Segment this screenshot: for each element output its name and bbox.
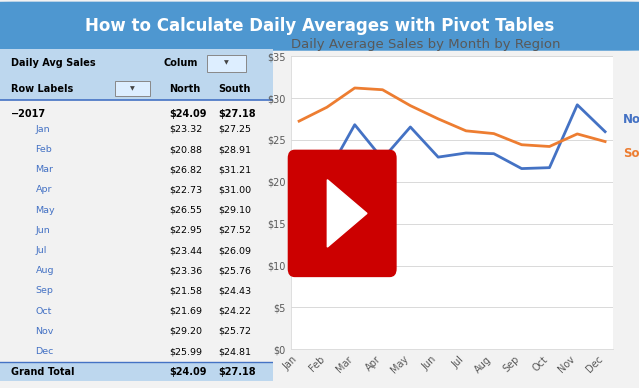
Text: $27.25: $27.25 [219,125,251,134]
Text: Apr: Apr [36,185,52,194]
Text: Row Labels: Row Labels [11,83,73,94]
Text: Mar: Mar [36,165,54,174]
Text: $22.73: $22.73 [169,185,203,194]
Text: $22.95: $22.95 [169,226,202,235]
FancyBboxPatch shape [0,2,639,51]
Text: $29.10: $29.10 [219,206,251,215]
Text: ▼: ▼ [130,87,135,92]
Text: Colum: Colum [164,57,198,68]
Text: $31.00: $31.00 [219,185,251,194]
Text: $27.18: $27.18 [219,109,256,119]
Text: $31.21: $31.21 [219,165,251,174]
FancyBboxPatch shape [208,55,245,71]
Text: $25.99: $25.99 [169,347,202,356]
Text: $27.18: $27.18 [219,367,256,377]
Text: $23.44: $23.44 [169,246,203,255]
FancyBboxPatch shape [0,77,273,100]
Text: Daily Avg Sales: Daily Avg Sales [11,57,96,68]
Text: South: South [623,147,639,160]
Text: Jul: Jul [36,246,47,255]
Text: $26.82: $26.82 [169,165,202,174]
Text: $26.55: $26.55 [169,206,202,215]
FancyBboxPatch shape [0,362,273,381]
Text: $21.58: $21.58 [169,286,202,295]
Text: $20.88: $20.88 [169,145,202,154]
Text: −2017: −2017 [11,109,46,119]
Text: Oct: Oct [36,307,52,315]
FancyBboxPatch shape [114,81,150,96]
Text: Nov: Nov [36,327,54,336]
Text: Daily Average Sales by Month by Region: Daily Average Sales by Month by Region [291,38,560,51]
Text: Jan: Jan [36,125,50,134]
Text: $25.76: $25.76 [219,266,251,275]
Text: South: South [219,83,250,94]
Text: Grand Total: Grand Total [11,367,74,377]
Text: North: North [169,83,201,94]
Text: $28.91: $28.91 [219,145,251,154]
Text: North: North [623,113,639,126]
Text: $24.09: $24.09 [169,367,206,377]
Text: $29.20: $29.20 [169,327,202,336]
Polygon shape [327,180,367,247]
Text: $24.09: $24.09 [169,109,206,119]
Text: May: May [36,206,55,215]
Text: $21.69: $21.69 [169,307,202,315]
Text: $23.32: $23.32 [169,125,203,134]
Text: Feb: Feb [36,145,52,154]
Text: Aug: Aug [36,266,54,275]
Text: Jun: Jun [36,226,50,235]
Text: $26.09: $26.09 [219,246,251,255]
Text: $24.22: $24.22 [219,307,251,315]
Text: Sep: Sep [36,286,53,295]
Text: $23.36: $23.36 [169,266,203,275]
FancyBboxPatch shape [288,150,397,277]
Text: $24.43: $24.43 [219,286,251,295]
Text: $27.52: $27.52 [219,226,251,235]
Text: $24.81: $24.81 [219,347,251,356]
Text: ▼: ▼ [224,60,229,65]
Text: How to Calculate Daily Averages with Pivot Tables: How to Calculate Daily Averages with Piv… [85,17,554,35]
FancyBboxPatch shape [0,48,273,77]
Text: Dec: Dec [36,347,54,356]
Text: $25.72: $25.72 [219,327,251,336]
